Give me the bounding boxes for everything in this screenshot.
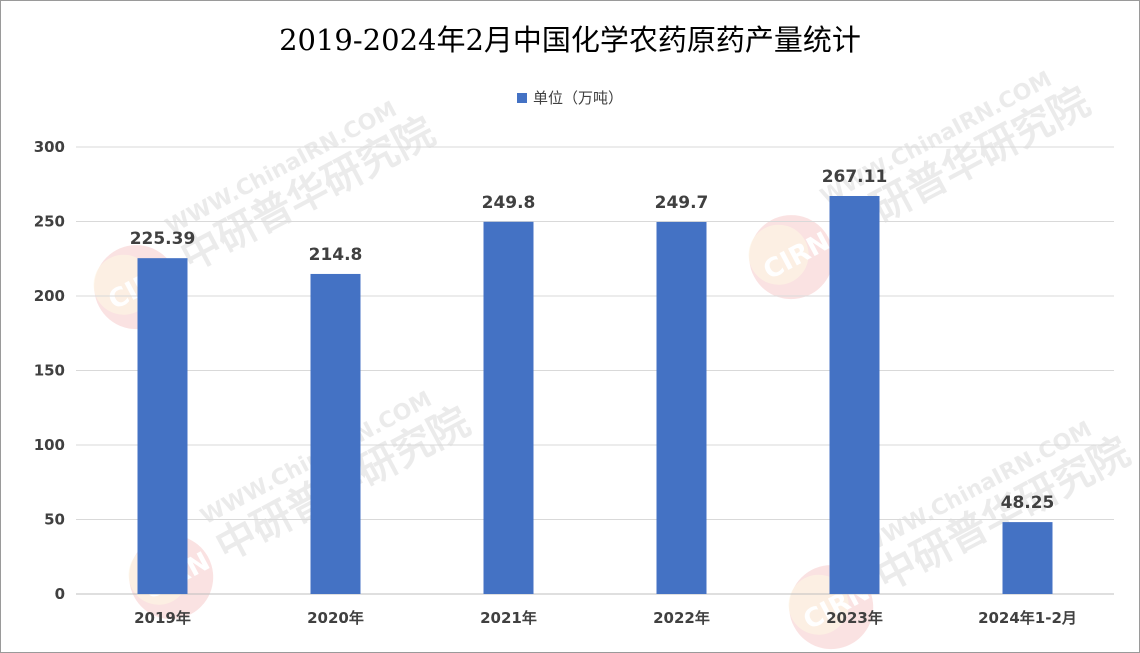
y-tick-label: 200 (34, 287, 65, 305)
x-tick-label: 2019年 (134, 609, 191, 627)
y-tick-label: 300 (34, 138, 65, 156)
legend: 单位（万吨） (1, 87, 1139, 108)
x-tick-label: 2021年 (480, 609, 537, 627)
legend-label: 单位（万吨） (532, 89, 623, 107)
bar (310, 273, 361, 594)
data-label: 225.39 (130, 229, 196, 249)
data-label: 48.25 (1001, 493, 1055, 513)
y-tick-label: 0 (55, 585, 65, 603)
x-tick-labels: 2019年 2020年 2021年 2022年 2023年 2024年1-2月 (134, 609, 1077, 627)
bars (137, 196, 1053, 594)
x-tick-label: 2023年 (826, 609, 883, 627)
data-label: 249.8 (482, 193, 536, 213)
bar (656, 221, 707, 594)
legend-swatch (516, 92, 527, 103)
y-tick-label: 250 (34, 213, 65, 231)
data-label: 214.8 (309, 245, 363, 265)
gridlines (76, 146, 1114, 595)
watermark-logo (749, 215, 834, 300)
y-tick-label: 150 (34, 362, 65, 380)
chart-title: 2019-2024年2月中国化学农药原药产量统计 (279, 23, 861, 57)
watermark-logo-accent (748, 224, 809, 285)
y-tick-label: 50 (44, 511, 65, 529)
data-label: 267.11 (822, 167, 888, 187)
data-labels: 225.39 214.8 249.8 249.7 267.11 48.25 (130, 167, 1055, 513)
bar (137, 258, 188, 594)
x-tick-label: 2022年 (653, 609, 710, 627)
data-label: 249.7 (655, 193, 709, 213)
x-tick-label: 2024年1-2月 (978, 609, 1077, 627)
y-tick-label: 100 (34, 436, 65, 454)
bar (1002, 522, 1053, 594)
x-tick-label: 2020年 (307, 609, 364, 627)
bar (483, 221, 534, 594)
bar (829, 196, 880, 594)
y-tick-labels: 0 50 100 150 200 250 300 (34, 138, 65, 603)
